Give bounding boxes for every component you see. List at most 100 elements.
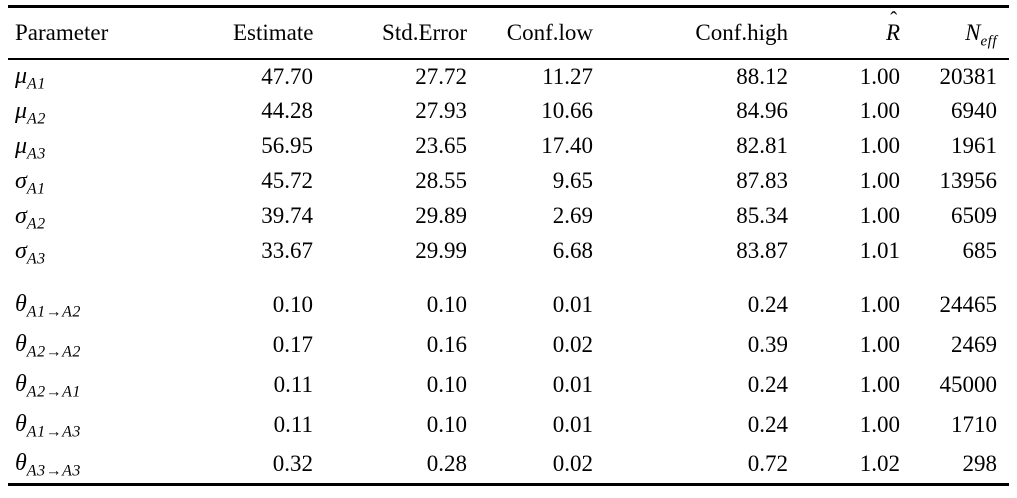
cell-parameter: θA1→A3 xyxy=(8,405,233,445)
column-header-conf_high: Conf.high xyxy=(593,6,788,60)
column-header-label: Conf.high xyxy=(695,19,788,45)
column-header-label: Parameter xyxy=(15,19,109,45)
cell-parameter: μA1 xyxy=(8,59,233,94)
parameter-subscript: A2→A1 xyxy=(26,383,81,401)
neff-subscript: eff xyxy=(980,33,997,50)
cell-estimate: 44.28 xyxy=(261,98,313,123)
column-header-estimate: Estimate xyxy=(233,6,314,60)
cell-std_error: 27.72 xyxy=(415,63,467,89)
group-spacer-cell xyxy=(8,269,1009,285)
cell-conf_low: 0.02 xyxy=(552,331,593,357)
cell-rhat: 1.00 xyxy=(859,331,900,357)
cell-neff: 24465 xyxy=(939,291,998,317)
cell-conf_high: 0.72 xyxy=(747,450,788,476)
parameter-subscript: A2→A2 xyxy=(26,343,81,361)
parameter-subscript: A1 xyxy=(26,180,46,198)
cell-conf_low: 11.27 xyxy=(542,63,593,89)
column-header-label: Estimate xyxy=(233,19,314,45)
parameter-symbol: θ xyxy=(15,291,27,317)
table-row-mu-A1: μA1 47.70 27.72 11.27 88.12 1.00 20381 xyxy=(8,59,1009,94)
parameter-symbol: θ xyxy=(15,411,27,437)
cell-conf_low: 0.02 xyxy=(552,450,593,476)
cell-neff: 20381 xyxy=(939,63,998,89)
cell-std_error: 23.65 xyxy=(415,133,467,158)
cell-conf_high: 85.34 xyxy=(736,203,788,228)
header-row: Parameter Estimate Std.Error Conf.low Conf.h… xyxy=(8,6,1009,60)
parameter-symbol: σ xyxy=(15,167,27,194)
cell-neff: 298 xyxy=(962,450,998,476)
cell-rhat: 1.01 xyxy=(859,238,900,263)
cell-conf_low: 0.01 xyxy=(552,371,593,397)
parameter-subscript: A1→A3 xyxy=(26,423,81,441)
cell-std_error: 27.93 xyxy=(415,98,467,123)
parameter-symbol: θ xyxy=(15,331,27,357)
cell-conf_low: 9.65 xyxy=(552,168,593,193)
cell-parameter: θA1→A2 xyxy=(8,285,233,325)
cell-rhat: 1.00 xyxy=(859,98,900,123)
column-header-parameter: Parameter xyxy=(8,6,233,60)
column-header-label: Std.Error xyxy=(382,19,467,45)
table-row-theta-A3-to-A3: θA3→A3 0.32 0.28 0.02 0.72 1.02 298 xyxy=(8,445,1009,485)
column-header-neff: Neff xyxy=(900,6,1009,60)
cell-estimate: 0.17 xyxy=(272,331,313,357)
cell-rhat: 1.00 xyxy=(859,411,900,437)
column-header-std_error: Std.Error xyxy=(313,6,467,60)
parameter-subscript: A3 xyxy=(27,145,46,163)
table-row-mu-A3: μA3 56.95 23.65 17.40 82.81 1.00 1961 xyxy=(8,129,1009,164)
cell-conf_low: 10.66 xyxy=(541,98,593,123)
cell-parameter: θA3→A3 xyxy=(8,445,233,485)
cell-estimate: 0.10 xyxy=(272,291,313,317)
cell-conf_low: 2.69 xyxy=(552,203,593,228)
group-spacer xyxy=(8,269,1009,285)
cell-conf_low: 0.01 xyxy=(552,411,593,437)
cell-parameter: σA3 xyxy=(8,234,233,269)
neff-base: N xyxy=(965,19,981,45)
table-row-mu-A2: μA2 44.28 27.93 10.66 84.96 1.00 6940 xyxy=(8,94,1009,129)
parameter-symbol: θ xyxy=(15,450,27,477)
parameter-subscript: A1 xyxy=(27,75,46,93)
cell-neff: 45000 xyxy=(939,371,998,397)
cell-estimate: 39.74 xyxy=(261,203,313,228)
parameter-symbol: μ xyxy=(15,97,28,124)
cell-parameter: θA2→A2 xyxy=(8,325,233,365)
cell-neff: 6940 xyxy=(951,98,997,123)
cell-rhat: 1.00 xyxy=(859,203,900,228)
cell-parameter: σA2 xyxy=(8,199,233,234)
cell-std_error: 0.16 xyxy=(426,331,467,357)
parameter-subscript: A1→A2 xyxy=(26,303,81,321)
parameter-subscript: A2 xyxy=(27,110,46,128)
cell-parameter: μA2 xyxy=(8,94,233,129)
cell-rhat: 1.02 xyxy=(859,450,900,476)
parameter-subscript: A2 xyxy=(26,215,46,233)
cell-rhat: 1.00 xyxy=(859,63,900,89)
cell-conf_high: 87.83 xyxy=(736,168,788,193)
cell-conf_high: 0.24 xyxy=(747,291,788,317)
table-row-theta-A1-to-A3: θA1→A3 0.11 0.10 0.01 0.24 1.00 1710 xyxy=(8,405,1009,445)
cell-std_error: 28.55 xyxy=(415,168,467,193)
cell-conf_high: 83.87 xyxy=(736,238,788,263)
parameter-symbol: μ xyxy=(15,63,28,89)
parameter-symbol: σ xyxy=(15,202,27,229)
parameter-subscript: A3→A3 xyxy=(26,462,81,480)
cell-conf_low: 6.68 xyxy=(552,238,593,263)
cell-estimate: 33.67 xyxy=(261,238,313,263)
cell-neff: 2469 xyxy=(951,331,997,357)
cell-conf_high: 82.81 xyxy=(736,133,788,158)
cell-neff: 1961 xyxy=(951,133,997,158)
cell-rhat: 1.00 xyxy=(859,168,900,193)
table-row-theta-A1-to-A2: θA1→A2 0.10 0.10 0.01 0.24 1.00 24465 xyxy=(8,285,1009,325)
cell-estimate: 0.11 xyxy=(273,411,313,437)
cell-estimate: 56.95 xyxy=(261,133,313,158)
column-header-label: Conf.low xyxy=(506,19,593,45)
cell-std_error: 0.10 xyxy=(426,371,467,397)
cell-conf_low: 17.40 xyxy=(541,133,593,158)
cell-conf_high: 84.96 xyxy=(736,98,788,123)
cell-neff: 685 xyxy=(962,238,998,263)
cell-conf_high: 0.24 xyxy=(747,411,788,437)
parameter-subscript: A3 xyxy=(26,250,46,268)
cell-std_error: 29.89 xyxy=(415,203,467,228)
table-row-sigma-A2: σA2 39.74 29.89 2.69 85.34 1.00 6509 xyxy=(8,199,1009,234)
